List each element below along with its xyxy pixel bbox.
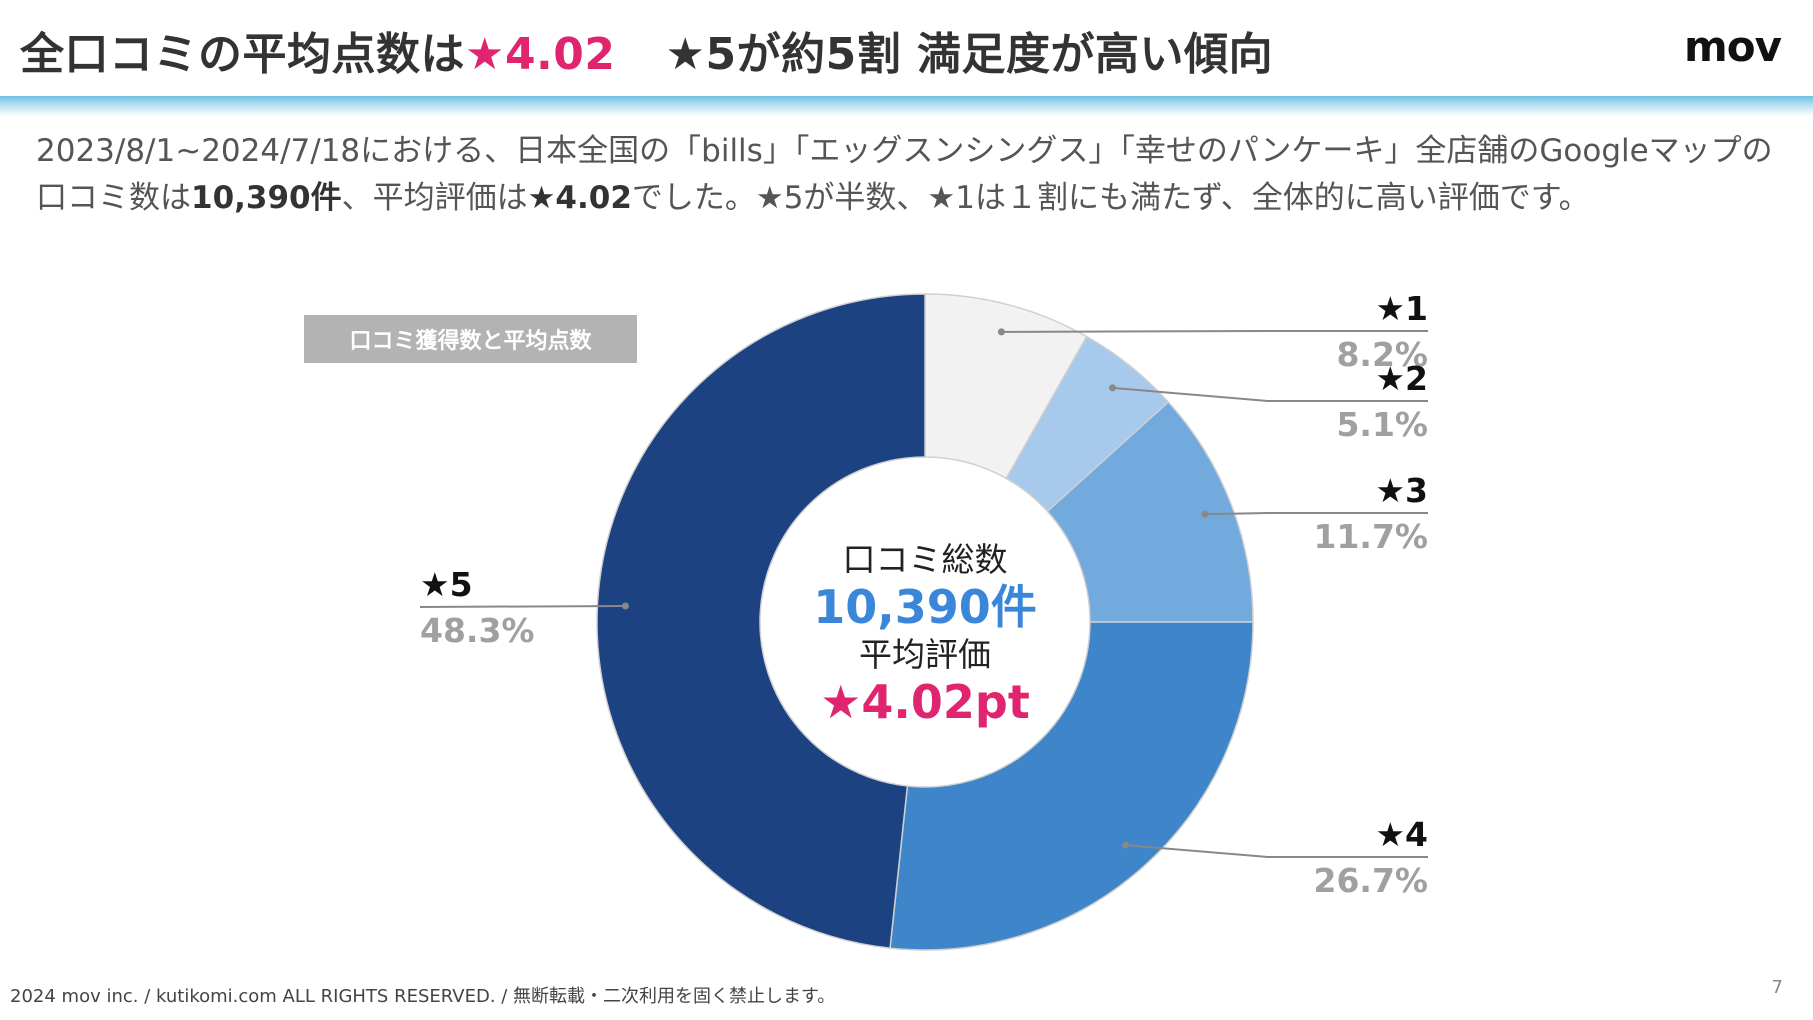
desc-part2: 、平均評価は — [341, 180, 528, 216]
title-sub: ★5が約5割 満足度が高い傾向 — [665, 29, 1274, 80]
leader-line — [1112, 386, 1428, 402]
page-number: 7 — [1771, 977, 1783, 998]
label-pct-star2: 5.1% — [1336, 405, 1428, 444]
donut-slices — [596, 293, 1254, 951]
footer-copyright: 2024 mov inc. / kutikomi.com ALL RIGHTS … — [10, 986, 836, 1007]
leader-line — [419, 604, 626, 608]
donut-center: 口コミ総数 10,390件 平均評価 ★4.02pt — [813, 540, 1037, 729]
label-star4: ★4 — [1375, 815, 1428, 854]
label-star2: ★2 — [1375, 359, 1428, 398]
label-pct-star4: 26.7% — [1314, 861, 1429, 900]
leader-line — [1204, 512, 1428, 516]
leader-line — [1001, 330, 1428, 333]
label-pct-star1: 8.2% — [1336, 335, 1428, 374]
header-divider — [0, 96, 1813, 116]
center-avg-label: 平均評価 — [859, 635, 991, 674]
label-pct-star5: 48.3% — [420, 611, 535, 650]
desc-part3: でした。★5が半数、★1は１割にも満たず、全体的に高い評価です。 — [631, 180, 1590, 216]
description: 2023/8/1~2024/7/18における、日本全国の「bills」「エッグス… — [36, 128, 1786, 222]
label-star1: ★1 — [1375, 289, 1428, 328]
page-title: 全口コミの平均点数は★4.02 ★5が約5割 満足度が高い傾向 — [20, 18, 1273, 82]
center-avg-value: ★4.02pt — [820, 675, 1030, 729]
slice-star5 — [596, 293, 926, 949]
center-total-value: 10,390件 — [813, 580, 1037, 634]
desc-average: ★4.02 — [527, 180, 632, 216]
label-pct-star3: 11.7% — [1314, 517, 1429, 556]
title-main: 全口コミの平均点数は — [20, 29, 465, 80]
chart-chip-label: 口コミ獲得数と平均点数 — [304, 315, 637, 363]
title-highlight: ★4.02 — [465, 29, 616, 80]
desc-count: 10,390件 — [191, 180, 342, 216]
label-star5: ★5 — [420, 565, 473, 604]
leader-line — [1125, 844, 1428, 858]
mov-logo: mov — [1684, 22, 1782, 71]
slice-labels: ★1 8.2%★2 5.1% ★3 11.7% ★4 26.7% ★5 48.3% — [420, 289, 1428, 900]
label-star3: ★3 — [1375, 471, 1428, 510]
leader-lines — [419, 328, 1428, 858]
desc-part1: 2023/8/1~2024/7/18における、日本全国の「bills」「エッグス… — [36, 133, 1773, 216]
slice-star4 — [889, 621, 1254, 951]
center-total-label: 口コミ総数 — [843, 540, 1008, 579]
